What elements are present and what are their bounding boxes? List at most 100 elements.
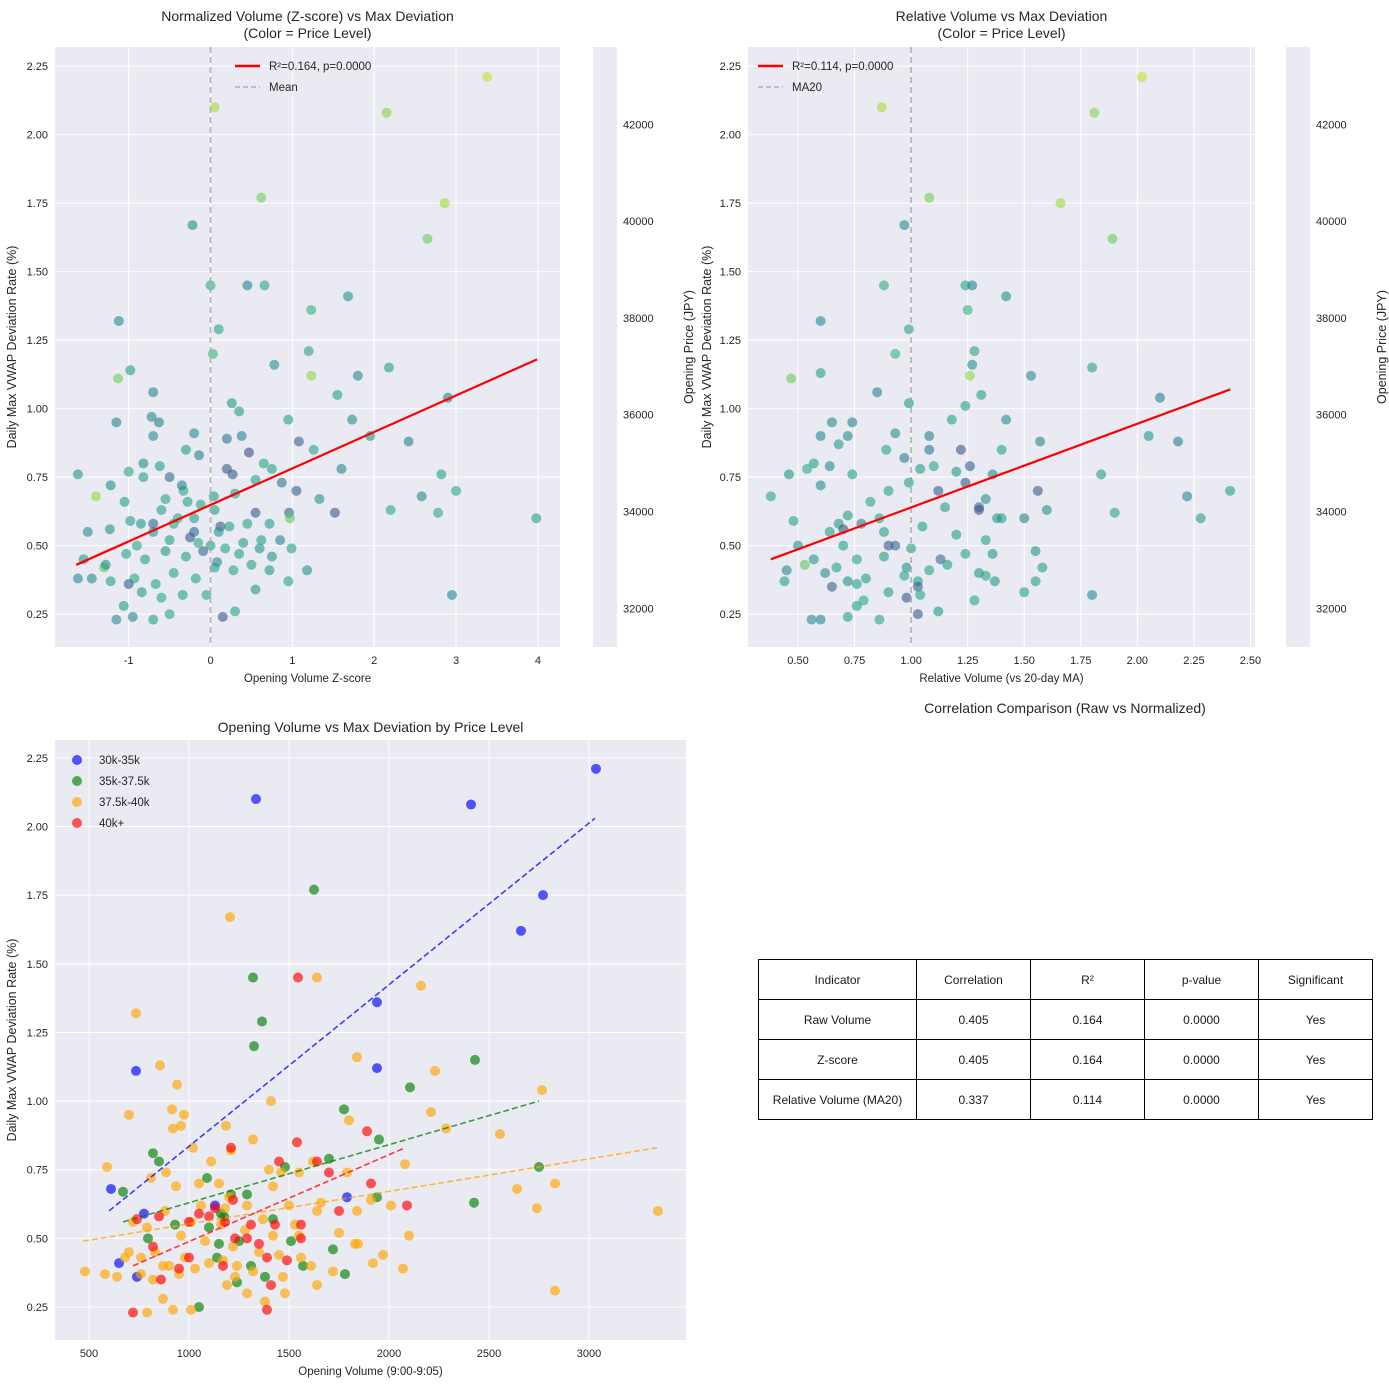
data-point <box>912 581 923 592</box>
series-40k+ <box>128 972 412 1318</box>
colorbar-tick-label: 38000 <box>623 313 654 325</box>
data-point <box>154 1156 164 1167</box>
colorbar-tick-label: 42000 <box>1316 119 1347 131</box>
data-point <box>266 1280 276 1291</box>
data-point <box>205 540 216 551</box>
data-point <box>378 1249 388 1260</box>
data-point <box>332 389 343 400</box>
data-point <box>788 515 799 526</box>
data-point <box>842 611 853 622</box>
data-point <box>824 461 835 472</box>
x-tick-label: 3000 <box>577 1348 601 1360</box>
data-point <box>987 548 998 559</box>
data-point <box>264 518 275 529</box>
data-point <box>196 1200 206 1211</box>
data-point <box>402 1200 412 1211</box>
y-axis-label: Daily Max VWAP Deviation Rate (%) <box>5 246 19 449</box>
data-point <box>439 198 450 209</box>
data-point <box>935 554 946 565</box>
x-tick-label: -1 <box>124 655 134 667</box>
legend-label: R²=0.114, p=0.0000 <box>792 61 893 73</box>
data-point <box>1195 513 1206 524</box>
data-point <box>280 1288 290 1299</box>
data-point <box>184 1252 194 1263</box>
series-37.5k-40k <box>80 912 663 1318</box>
data-point <box>352 1052 362 1063</box>
legend-label: 35k-37.5k <box>99 776 150 788</box>
y-tick-label: 0.25 <box>27 1302 48 1314</box>
data-point <box>924 431 935 442</box>
data-point <box>653 1205 663 1216</box>
data-point <box>308 444 319 455</box>
data-point <box>170 1219 180 1230</box>
data-point <box>960 400 971 411</box>
data-point <box>128 1307 138 1318</box>
data-point <box>286 1236 296 1247</box>
x-axis-label: Opening Volume (9:00-9:05) <box>298 1366 443 1378</box>
data-point <box>933 485 944 496</box>
data-point <box>466 799 476 810</box>
data-point <box>262 1252 272 1263</box>
trend-line <box>122 1100 540 1223</box>
data-point <box>228 565 239 576</box>
data-point <box>135 518 146 529</box>
data-point <box>303 346 314 357</box>
data-point <box>251 794 261 805</box>
data-point <box>283 576 294 587</box>
data-point <box>362 1126 372 1137</box>
y-tick-label: 1.75 <box>27 890 48 902</box>
data-point <box>899 220 910 231</box>
legend-label: Mean <box>269 82 298 94</box>
data-point <box>248 1134 258 1145</box>
data-point <box>1037 562 1048 573</box>
data-point <box>131 1065 141 1076</box>
data-point <box>433 507 444 518</box>
x-tick-label: 2.00 <box>1127 655 1148 667</box>
data-point <box>155 1060 165 1071</box>
data-point <box>156 592 167 603</box>
data-point <box>838 540 849 551</box>
x-tick-label: 1500 <box>277 1348 301 1360</box>
y-tick-label: 1.00 <box>27 404 48 416</box>
header-correlation: Correlation <box>916 959 1031 1000</box>
data-point <box>312 1156 322 1167</box>
y-axis-label: Daily Max VWAP Deviation Rate (%) <box>700 246 714 449</box>
data-point <box>516 925 526 936</box>
data-point <box>177 589 188 600</box>
x-tick-label: 2000 <box>377 1348 401 1360</box>
colorbar-tick-label: 32000 <box>623 603 654 615</box>
data-point <box>328 1244 338 1255</box>
data-point <box>118 1186 128 1197</box>
x-tick-label: 1.75 <box>1070 655 1091 667</box>
data-point <box>1041 505 1052 516</box>
data-point <box>82 526 93 537</box>
data-point <box>815 315 826 326</box>
data-point <box>164 472 175 483</box>
y-tick-label: 0.25 <box>720 609 741 621</box>
data-point <box>256 535 267 546</box>
data-point <box>80 1266 90 1277</box>
data-point <box>933 606 944 617</box>
data-point <box>1030 576 1041 587</box>
data-point <box>890 348 901 359</box>
data-point <box>495 1129 505 1140</box>
x-axis-label: Relative Volume (vs 20-day MA) <box>919 673 1083 685</box>
data-point <box>146 411 157 422</box>
data-point <box>131 1008 141 1019</box>
data-point <box>158 1293 168 1304</box>
data-point <box>874 614 885 625</box>
data-point <box>204 1258 214 1269</box>
data-point <box>194 1178 204 1189</box>
data-point <box>209 505 220 516</box>
trend-line <box>82 1146 658 1242</box>
data-point <box>416 980 426 991</box>
data-point <box>123 466 134 477</box>
data-point <box>446 589 457 600</box>
data-point <box>312 1205 322 1216</box>
data-point <box>946 414 957 425</box>
data-point <box>148 1241 158 1252</box>
data-point <box>206 1156 216 1167</box>
chart-price_groups: 500 1000 1500 2000 2500 3000 0.25 0.50 0.75 1.00 1… <box>5 719 686 1378</box>
data-point <box>209 102 220 113</box>
x-tick-label: 0.75 <box>844 655 865 667</box>
